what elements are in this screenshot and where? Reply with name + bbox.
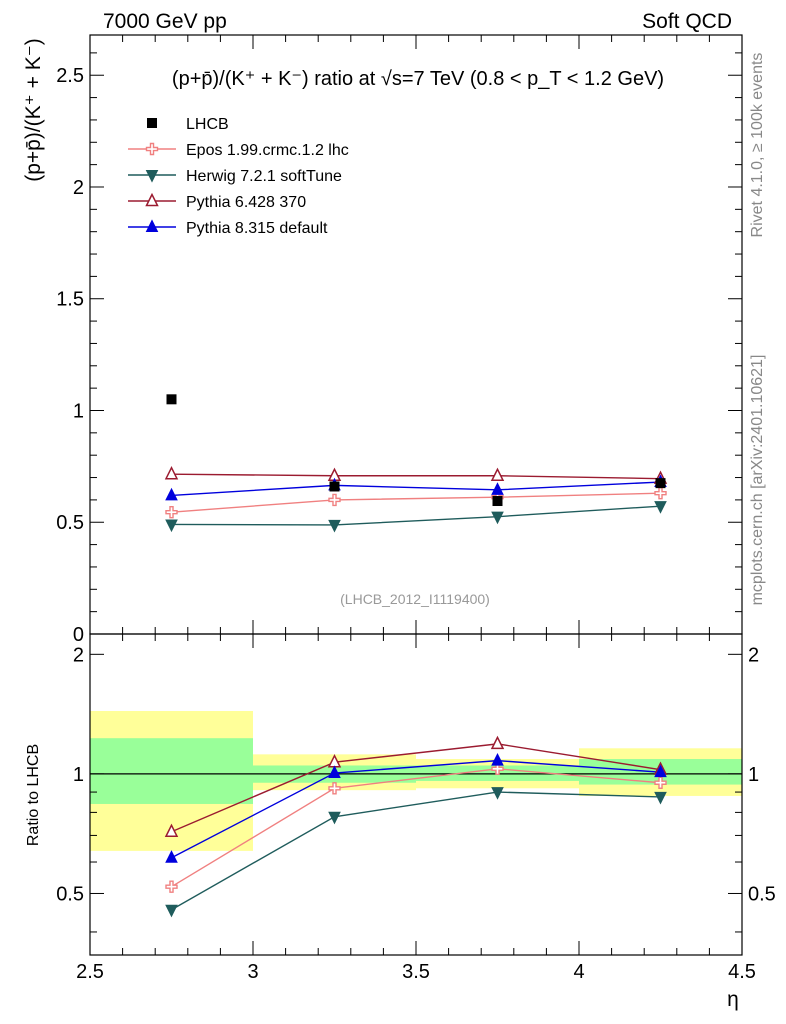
x-tick-label: 3 xyxy=(247,961,258,983)
legend-label: Epos 1.99.crmc.1.2 lhc xyxy=(186,142,349,159)
y-tick-label: 1 xyxy=(73,400,84,422)
series-point-ratio xyxy=(654,776,667,789)
series-line-ratio xyxy=(171,768,661,888)
ratio-y-tick-label: 0.5 xyxy=(56,883,84,905)
data-point xyxy=(329,481,340,492)
ratio-y-axis-title: Ratio to LHCB xyxy=(25,744,42,846)
x-axis-title: η xyxy=(727,988,739,1011)
header-right-label: Soft QCD xyxy=(642,10,732,33)
series-point-ratio xyxy=(491,762,504,775)
y-tick-label: 2.5 xyxy=(56,65,84,87)
legend: LHCB Epos 1.99.crmc.1.2 lhc Herwig 7.2.1 s… xyxy=(128,116,349,237)
x-tick-label: 4.5 xyxy=(728,961,756,983)
series-point-ratio xyxy=(491,787,504,800)
series-point-main xyxy=(654,501,667,514)
legend-marker xyxy=(145,219,159,232)
series-line-ratio xyxy=(171,791,661,911)
series-point-ratio xyxy=(328,765,341,779)
series-line-main xyxy=(171,481,661,497)
legend-marker-data xyxy=(147,118,157,128)
ratio-y-tick-label-right: 1 xyxy=(748,764,759,786)
series-point-main xyxy=(165,519,178,533)
legend-marker xyxy=(145,142,159,156)
series-line-main xyxy=(171,505,661,526)
axes: 2.5 3 3.5 4 4.5 0 0.5 1 1.5 2 2.5 0.5 0.5 1 1 2 2 xyxy=(56,34,776,983)
legend-marker xyxy=(145,192,159,207)
data-point xyxy=(655,478,666,489)
series-point-main xyxy=(165,505,178,519)
series-point-ratio xyxy=(654,791,667,805)
band-inner-bin xyxy=(90,738,253,804)
series-point-main xyxy=(654,486,667,500)
series-point-main xyxy=(165,487,178,501)
series-point-ratio xyxy=(491,752,504,766)
series-point-ratio xyxy=(165,904,178,918)
x-tick-label: 4 xyxy=(573,961,584,983)
series-point-main xyxy=(490,467,505,482)
series-point-ratio xyxy=(165,880,178,893)
series-point-ratio xyxy=(490,735,505,750)
y-tick-label: 0 xyxy=(73,624,84,646)
legend-label: Pythia 8.315 default xyxy=(186,220,328,237)
series-point-ratio xyxy=(654,764,667,778)
series-point-main xyxy=(491,482,504,495)
series-lines xyxy=(171,473,661,911)
series-point-ratio xyxy=(328,811,341,825)
plot-title: (p+p̄)/(K⁺ + K⁻) ratio at √s=7 TeV (0.8 … xyxy=(172,68,664,90)
series-line-ratio xyxy=(171,743,661,833)
x-tick-label: 2.5 xyxy=(76,961,104,983)
series-line-ratio xyxy=(171,759,661,859)
ratio-y-tick-label-right: 0.5 xyxy=(748,883,776,905)
rivet-version-label: Rivet 4.1.0, ≥ 100k events xyxy=(749,53,766,238)
analysis-id: (LHCB_2012_I1119400) xyxy=(340,591,490,607)
ratio-y-tick-label: 2 xyxy=(73,644,84,666)
y-tick-label: 1.5 xyxy=(56,289,84,311)
legend-marker xyxy=(145,170,159,183)
series-point-ratio xyxy=(165,850,178,863)
series-markers xyxy=(164,394,668,918)
legend-label: Herwig 7.2.1 softTune xyxy=(186,168,342,185)
legend-label-data: LHCB xyxy=(186,116,229,133)
series-line-main xyxy=(171,473,661,480)
y-tick-label: 0.5 xyxy=(56,512,84,534)
y-axis-title: (p+p̄)/(K⁺ + K⁻) xyxy=(22,38,45,182)
series-point-main xyxy=(328,493,341,507)
data-point xyxy=(166,394,177,405)
series-point-main xyxy=(164,466,179,480)
ratio-y-tick-label-right: 2 xyxy=(748,644,759,666)
data-point xyxy=(492,496,503,507)
series-point-ratio xyxy=(164,823,179,838)
series-line-main xyxy=(171,492,661,513)
series-point-main xyxy=(491,511,504,525)
x-tick-label: 3.5 xyxy=(402,961,430,983)
legend-label: Pythia 6.428 370 xyxy=(186,194,306,211)
series-point-ratio xyxy=(328,782,341,795)
series-point-main xyxy=(328,519,341,533)
header-left-label: 7000 GeV pp xyxy=(103,10,227,33)
mcplots-label: mcplots.cern.ch [arXiv:2401.10621] xyxy=(749,355,766,606)
ratio-y-tick-label: 1 xyxy=(73,764,84,786)
y-tick-label: 2 xyxy=(73,177,84,199)
